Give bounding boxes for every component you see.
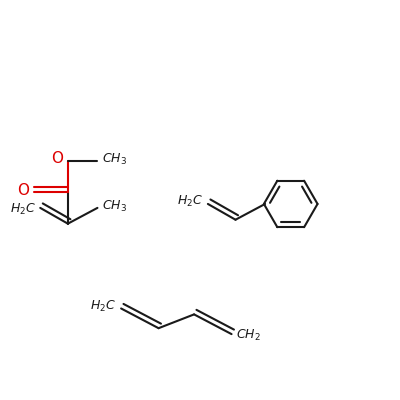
- Text: $CH_2$: $CH_2$: [236, 328, 261, 343]
- Text: O: O: [18, 184, 30, 198]
- Text: $H_2C$: $H_2C$: [177, 194, 203, 209]
- Text: $CH_3$: $CH_3$: [102, 152, 127, 167]
- Text: $CH_3$: $CH_3$: [102, 199, 127, 214]
- Text: $H_2C$: $H_2C$: [10, 202, 36, 218]
- Text: O: O: [51, 152, 63, 166]
- Text: $H_2C$: $H_2C$: [90, 298, 116, 314]
